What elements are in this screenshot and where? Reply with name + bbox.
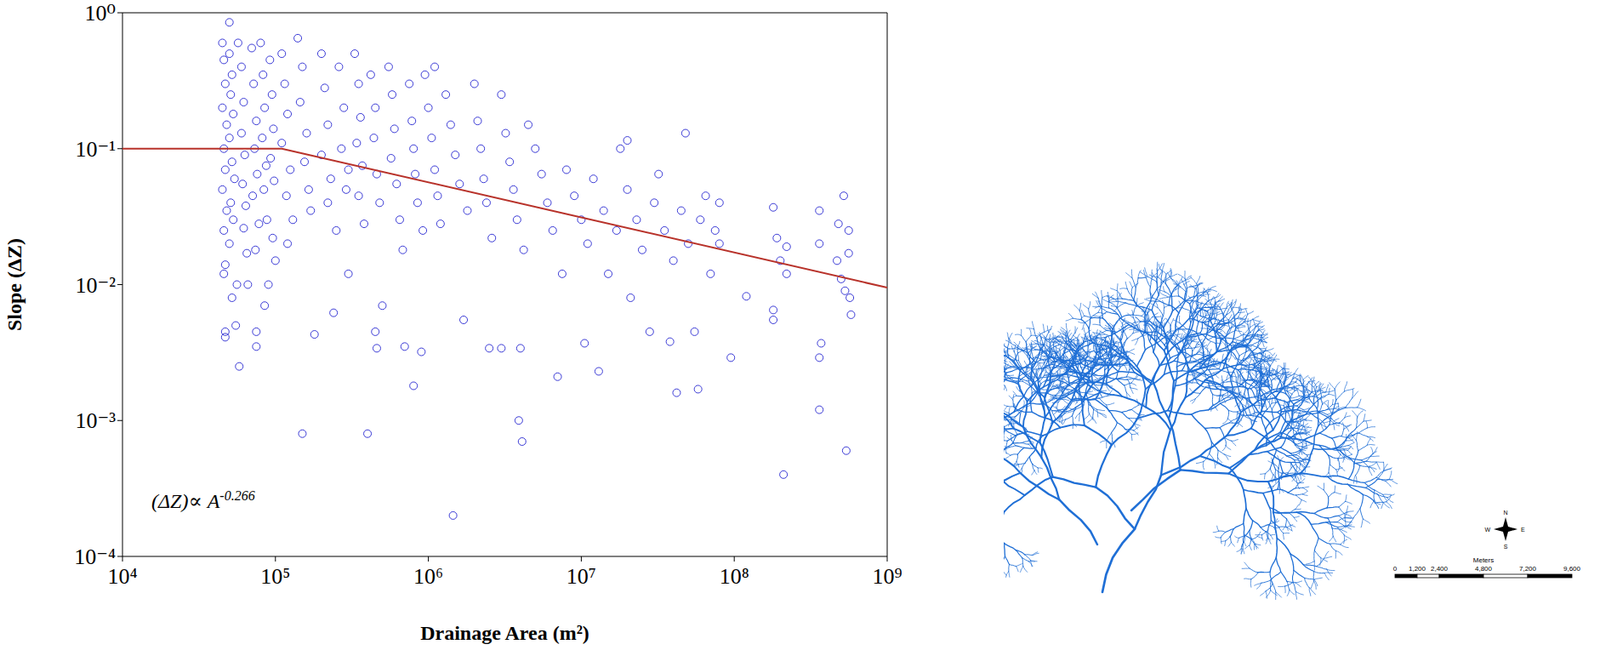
svg-text:10⁹: 10⁹: [871, 563, 902, 589]
svg-text:2,400: 2,400: [1430, 564, 1449, 573]
svg-text:E: E: [1520, 526, 1526, 533]
svg-text:10⁻⁴: 10⁻⁴: [74, 544, 116, 570]
svg-text:S: S: [1503, 543, 1509, 550]
svg-text:10⁰: 10⁰: [85, 0, 116, 26]
svg-text:4,800: 4,800: [1474, 564, 1493, 573]
svg-text:10⁸: 10⁸: [719, 563, 750, 589]
svg-text:9,600: 9,600: [1563, 564, 1582, 573]
svg-text:1,200: 1,200: [1408, 564, 1427, 573]
svg-text:10⁶: 10⁶: [413, 563, 444, 589]
svg-text:10⁴: 10⁴: [107, 564, 138, 590]
svg-text:10⁻²: 10⁻²: [74, 273, 116, 298]
svg-text:7,200: 7,200: [1519, 564, 1538, 573]
svg-text:Drainage Area (m²): Drainage Area (m²): [420, 621, 590, 644]
svg-text:0: 0: [1393, 564, 1398, 573]
svg-text:Slope (ΔZ): Slope (ΔZ): [3, 238, 26, 331]
svg-text:10⁵: 10⁵: [260, 563, 291, 589]
svg-text:W: W: [1484, 526, 1491, 533]
svg-text:N: N: [1503, 509, 1508, 516]
html-text:(ΔZ)∝ A-0.266: (ΔZ)∝ A-0.266: [151, 488, 255, 513]
svg-text:10⁻¹: 10⁻¹: [74, 136, 116, 162]
svg-text:Meters: Meters: [1473, 556, 1494, 564]
svg-text:10⁷: 10⁷: [566, 563, 597, 589]
svg-text:10⁻³: 10⁻³: [74, 408, 116, 433]
